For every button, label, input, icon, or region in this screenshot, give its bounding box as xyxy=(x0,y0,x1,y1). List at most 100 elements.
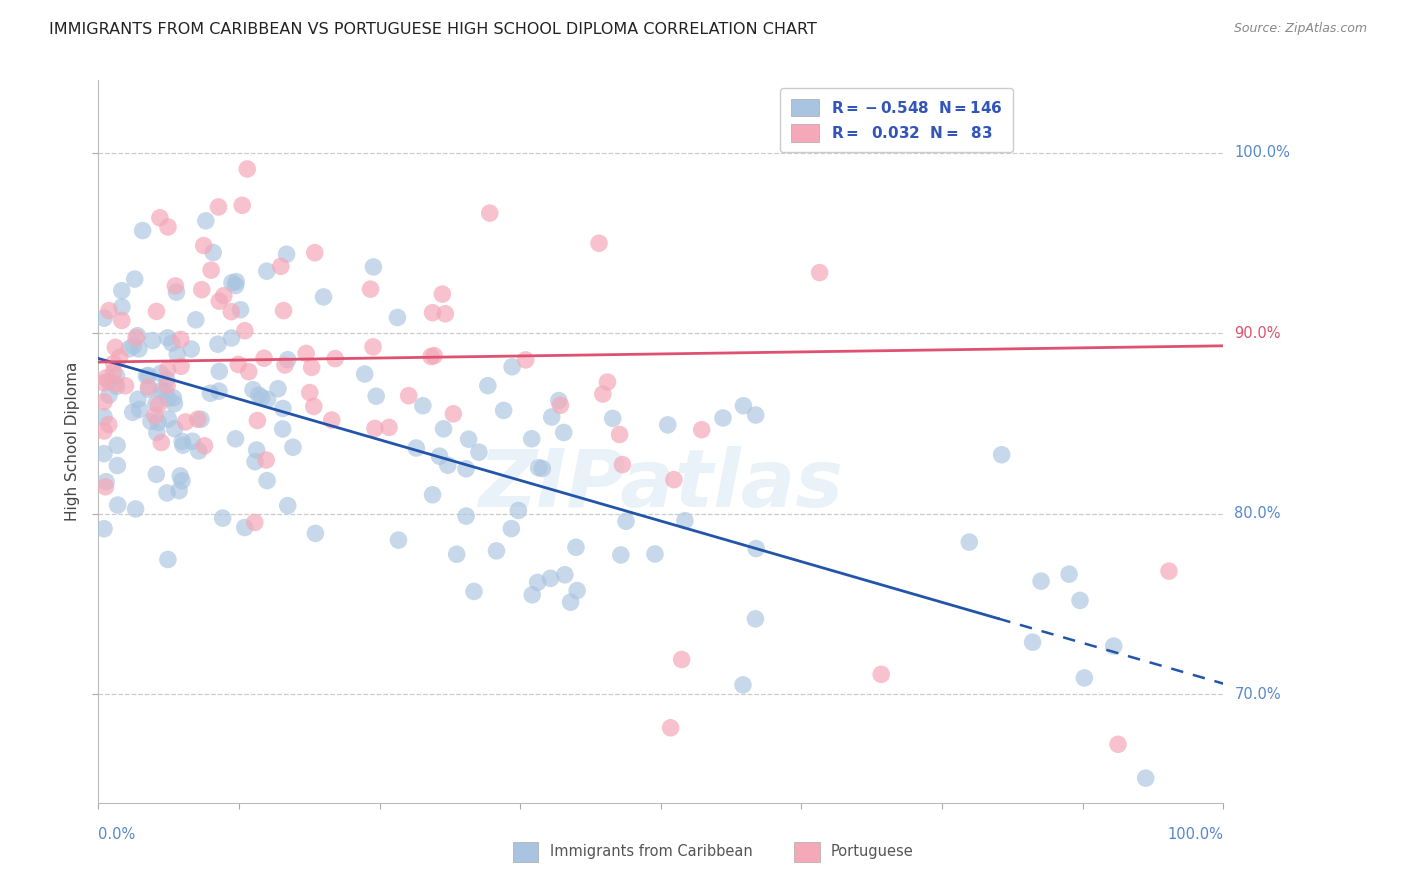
Point xyxy=(253,351,276,366)
Point xyxy=(135,369,157,384)
Point xyxy=(526,575,548,590)
Point xyxy=(143,409,166,423)
Point xyxy=(378,420,401,434)
Point xyxy=(744,408,766,422)
Point xyxy=(160,336,183,351)
Point xyxy=(148,398,170,412)
Text: 100.0%: 100.0% xyxy=(1234,145,1291,160)
Point xyxy=(277,352,299,367)
Point xyxy=(150,435,173,450)
Point xyxy=(463,584,485,599)
Point xyxy=(93,394,115,409)
Point xyxy=(170,474,193,488)
Point xyxy=(163,397,186,411)
Point xyxy=(96,371,118,385)
Point xyxy=(614,514,637,528)
Point xyxy=(478,206,501,220)
Point xyxy=(166,347,188,361)
Text: 70.0%: 70.0% xyxy=(1234,687,1281,702)
Point xyxy=(169,469,191,483)
Point xyxy=(172,434,194,449)
Point xyxy=(180,342,202,356)
Point xyxy=(156,362,179,376)
Point xyxy=(107,498,129,512)
Point xyxy=(207,200,229,214)
Point xyxy=(271,422,294,436)
Point xyxy=(105,368,128,383)
Point xyxy=(149,211,172,225)
Point xyxy=(1029,574,1052,588)
Point xyxy=(181,434,204,449)
Point xyxy=(138,380,160,394)
Point xyxy=(111,300,134,314)
Point xyxy=(610,548,633,562)
Point xyxy=(212,289,235,303)
Point xyxy=(128,402,150,417)
Point xyxy=(405,441,427,455)
Point xyxy=(1107,737,1129,751)
Text: IMMIGRANTS FROM CARIBBEAN VS PORTUGUESE HIGH SCHOOL DIPLOMA CORRELATION CHART: IMMIGRANTS FROM CARIBBEAN VS PORTUGUESE … xyxy=(49,22,817,37)
Point xyxy=(208,364,231,378)
Point xyxy=(553,425,575,440)
Point xyxy=(127,328,149,343)
Point xyxy=(277,499,299,513)
Point xyxy=(302,400,325,414)
Point xyxy=(225,278,247,293)
Point xyxy=(602,411,624,425)
Point xyxy=(353,367,375,381)
Point xyxy=(156,331,179,345)
Point xyxy=(121,405,143,419)
Point xyxy=(246,443,269,458)
Point xyxy=(155,372,177,386)
Point xyxy=(1135,771,1157,785)
Point xyxy=(200,263,222,277)
Point xyxy=(554,567,576,582)
Point xyxy=(446,547,468,561)
Point xyxy=(145,304,167,318)
Point xyxy=(243,516,266,530)
Point xyxy=(247,388,270,402)
Point xyxy=(387,310,409,325)
Point xyxy=(422,488,444,502)
Point xyxy=(363,260,385,274)
Point xyxy=(454,462,477,476)
Point xyxy=(162,391,184,405)
Point xyxy=(274,358,297,372)
Point xyxy=(221,276,243,290)
Point xyxy=(436,458,458,473)
Text: 0.0%: 0.0% xyxy=(98,827,135,841)
Point xyxy=(588,236,610,251)
Point xyxy=(93,447,115,461)
Point xyxy=(103,365,125,379)
Point xyxy=(565,541,588,555)
Point xyxy=(157,392,180,406)
Point xyxy=(492,403,515,417)
Point xyxy=(359,282,381,296)
Point xyxy=(207,337,229,351)
Text: 80.0%: 80.0% xyxy=(1234,507,1281,521)
Point xyxy=(501,359,523,374)
Point xyxy=(165,278,187,293)
Point xyxy=(124,502,146,516)
Point xyxy=(97,417,120,432)
Point xyxy=(662,473,685,487)
Point xyxy=(208,294,231,309)
Point xyxy=(412,399,434,413)
Point xyxy=(321,413,343,427)
Point xyxy=(690,423,713,437)
Point xyxy=(550,398,572,412)
Point xyxy=(229,302,252,317)
Point xyxy=(97,375,120,389)
Point xyxy=(271,401,294,416)
Point xyxy=(226,358,249,372)
Point xyxy=(93,311,115,326)
Point xyxy=(808,266,831,280)
Point xyxy=(531,461,554,475)
Point xyxy=(366,389,388,403)
Point xyxy=(93,409,115,424)
Text: Portuguese: Portuguese xyxy=(831,845,914,859)
Point xyxy=(118,342,141,356)
Point xyxy=(200,386,222,401)
Point xyxy=(612,458,634,472)
Point xyxy=(387,533,409,547)
